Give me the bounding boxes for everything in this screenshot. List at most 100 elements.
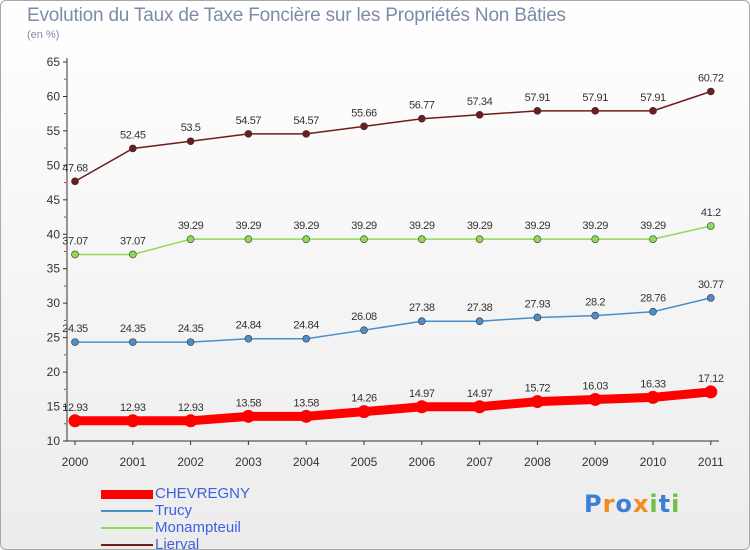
- data-label-chevregny-2007: 14.97: [467, 388, 493, 400]
- data-point-lierval-2004: [302, 130, 311, 138]
- data-label-trucy-2009: 28.2: [585, 297, 605, 309]
- data-point-chevregny-2007: [473, 400, 487, 414]
- data-point-trucy-2002: [186, 338, 195, 346]
- data-label-monampteuil-2001: 37.07: [120, 235, 146, 247]
- x-tick-label-2002: 2002: [177, 455, 204, 469]
- data-point-monampteuil-2004: [302, 235, 311, 243]
- data-label-chevregny-2005: 14.26: [351, 393, 377, 405]
- y-tick-label-40: 40: [47, 227, 61, 241]
- data-label-chevregny-2011: 17.12: [698, 373, 724, 385]
- y-tick-label-65: 65: [47, 55, 61, 69]
- data-point-lierval-2000: [71, 177, 79, 186]
- data-point-monampteuil-2011: [706, 222, 715, 230]
- data-point-chevregny-2005: [357, 405, 371, 419]
- logo-letter: t: [658, 490, 672, 518]
- logo-letter: P: [584, 490, 603, 518]
- series-line-monampteuil: [75, 225, 711, 256]
- legend-swatch-lierval: [101, 544, 153, 546]
- series-line-chevregny: [75, 387, 712, 426]
- data-point-lierval-2005: [360, 122, 368, 131]
- data-label-lierval-2007: 57.34: [467, 96, 493, 108]
- data-point-trucy-2008: [533, 313, 542, 322]
- data-label-lierval-2003: 54.57: [236, 115, 262, 127]
- data-point-chevregny-2001: [126, 414, 140, 428]
- data-label-trucy-2007: 27.38: [467, 302, 493, 314]
- data-point-trucy-2009: [591, 311, 600, 320]
- data-point-chevregny-2004: [299, 409, 313, 423]
- legend-label-chevregny: CHEVREGNY: [155, 485, 251, 502]
- x-tick-label-2008: 2008: [524, 455, 551, 469]
- data-label-chevregny-2000: 12.93: [62, 402, 88, 414]
- data-label-monampteuil-2004: 39.29: [293, 220, 319, 232]
- data-point-lierval-2006: [417, 114, 426, 123]
- data-label-trucy-2006: 27.38: [409, 302, 435, 314]
- proxiti-logo: Proxiti: [584, 490, 680, 518]
- data-label-chevregny-2003: 13.58: [236, 397, 262, 409]
- x-tick-label-2006: 2006: [408, 455, 435, 469]
- x-tick-label-2000: 2000: [62, 455, 89, 469]
- plot-area: [67, 58, 719, 441]
- data-point-lierval-2008: [533, 107, 542, 115]
- data-label-monampteuil-2010: 39.29: [640, 220, 666, 232]
- data-point-monampteuil-2000: [71, 250, 79, 259]
- data-point-monampteuil-2002: [186, 235, 195, 243]
- data-label-lierval-2009: 57.91: [582, 92, 608, 104]
- x-tick-label-2005: 2005: [351, 455, 378, 469]
- data-label-monampteuil-2009: 39.29: [582, 220, 608, 232]
- data-point-trucy-2000: [71, 338, 79, 346]
- logo-letter: i: [671, 490, 681, 518]
- data-label-monampteuil-2007: 39.29: [467, 220, 493, 232]
- series-line-trucy: [75, 297, 711, 343]
- data-label-lierval-2001: 52.45: [120, 129, 146, 141]
- y-tick-label-35: 35: [47, 262, 61, 276]
- logo-letter: i: [649, 490, 659, 518]
- y-tick-label-45: 45: [47, 193, 61, 207]
- x-tick-label-2001: 2001: [119, 455, 146, 469]
- data-point-trucy-2004: [302, 334, 311, 343]
- data-label-monampteuil-2005: 39.29: [351, 220, 377, 232]
- data-point-trucy-2011: [706, 294, 715, 302]
- data-point-chevregny-2006: [415, 400, 429, 414]
- data-label-monampteuil-2003: 39.29: [236, 220, 262, 232]
- x-tick-label-2003: 2003: [235, 455, 262, 469]
- data-point-monampteuil-2003: [244, 235, 253, 243]
- data-point-trucy-2001: [129, 338, 137, 346]
- chart-title: Evolution du Taux de Taxe Foncière sur l…: [27, 5, 566, 26]
- data-point-trucy-2010: [649, 307, 657, 316]
- data-point-chevregny-2003: [241, 409, 255, 423]
- y-tick-label-55: 55: [47, 124, 61, 138]
- y-tick-label-15: 15: [47, 400, 61, 414]
- logo-letter: r: [602, 490, 616, 518]
- data-label-lierval-2000: 47.68: [62, 162, 88, 174]
- data-label-lierval-2006: 56.77: [409, 100, 435, 112]
- data-label-lierval-2010: 57.91: [640, 92, 666, 104]
- logo-letter: o: [615, 490, 633, 518]
- data-label-chevregny-2004: 13.58: [293, 397, 319, 409]
- data-label-chevregny-2001: 12.93: [120, 402, 146, 414]
- y-axis-unit-label: (en %): [27, 29, 60, 41]
- y-tick-label-25: 25: [47, 331, 61, 345]
- data-point-monampteuil-2010: [649, 235, 657, 243]
- y-tick-label-20: 20: [47, 365, 61, 379]
- data-label-trucy-2001: 24.35: [120, 323, 146, 335]
- data-point-lierval-2001: [129, 144, 137, 153]
- data-label-monampteuil-2002: 39.29: [178, 220, 204, 232]
- x-tick-label-2007: 2007: [466, 455, 493, 469]
- data-point-chevregny-2009: [588, 392, 602, 406]
- data-label-lierval-2011: 60.72: [698, 72, 724, 84]
- data-label-trucy-2010: 28.76: [640, 293, 666, 305]
- data-label-monampteuil-2006: 39.29: [409, 220, 435, 232]
- data-point-lierval-2002: [186, 137, 195, 146]
- data-point-trucy-2005: [360, 326, 368, 334]
- y-tick-label-50: 50: [47, 158, 61, 172]
- data-label-monampteuil-2011: 41.2: [701, 207, 721, 219]
- data-point-chevregny-2010: [646, 390, 660, 404]
- legend-swatch-trucy: [101, 510, 153, 512]
- y-tick-label-30: 30: [47, 296, 61, 310]
- data-point-lierval-2003: [244, 130, 253, 138]
- data-point-monampteuil-2005: [360, 235, 368, 243]
- x-tick-label-2010: 2010: [640, 455, 667, 469]
- data-label-chevregny-2009: 16.03: [582, 380, 608, 392]
- legend-swatch-monampteuil: [101, 527, 153, 529]
